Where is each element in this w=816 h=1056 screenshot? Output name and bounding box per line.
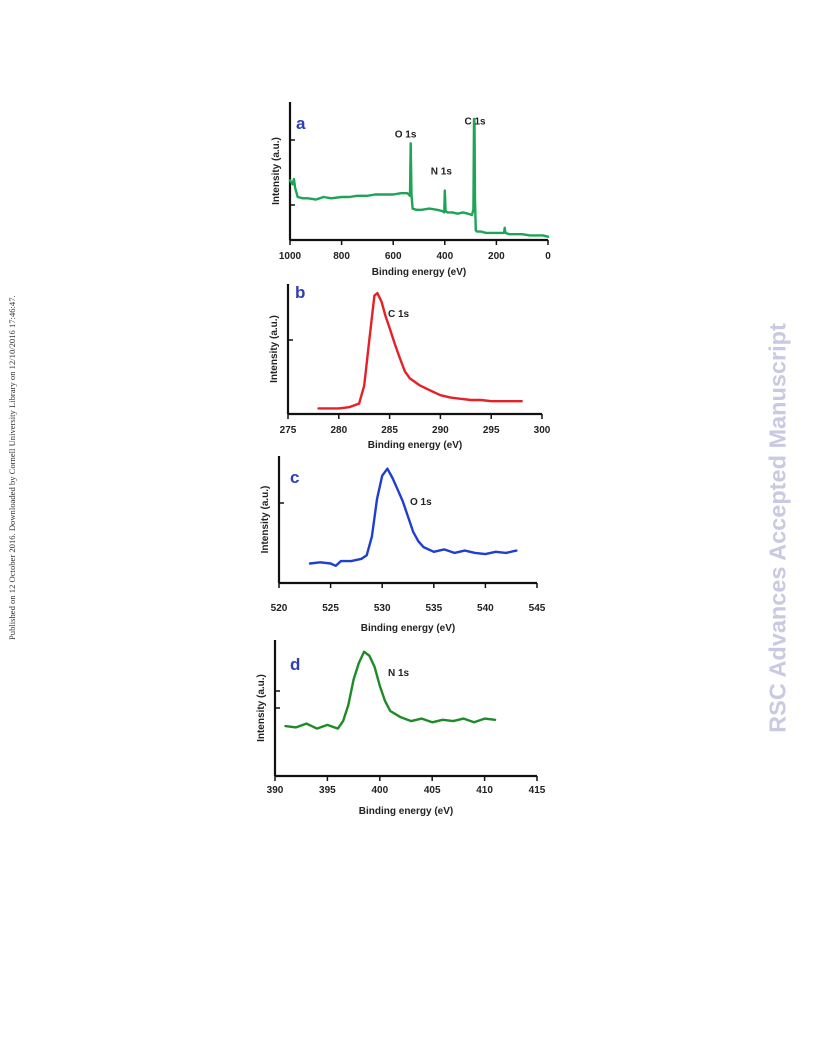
x-tick-label: 390: [267, 785, 284, 796]
x-tick-label: 410: [476, 785, 493, 796]
x-axis-title: Binding energy (eV): [359, 806, 453, 817]
x-tick-label: 405: [424, 785, 441, 796]
x-axis-title: Binding energy (eV): [361, 623, 455, 634]
x-tick-label: 800: [333, 251, 350, 262]
chart-panel-c: 520 525 530 535 540 545 Binding energy (eV) Int…: [260, 456, 546, 634]
x-tick-label: 400: [371, 785, 388, 796]
x-tick-label: 520: [271, 603, 288, 614]
x-tick-label: 285: [381, 425, 398, 436]
peak-annotation: C 1s: [464, 116, 486, 127]
x-axis-title: Binding energy (eV): [372, 267, 466, 278]
peak-label: C 1s: [388, 309, 410, 320]
panel-letter: a: [296, 114, 306, 133]
x-tick-label: 280: [330, 425, 347, 436]
chart-panel-b: 275 280 285 290 295 300 Binding energy (eV) Int…: [269, 283, 551, 451]
panel-letter: b: [295, 283, 305, 302]
x-tick-label: 290: [432, 425, 449, 436]
x-tick-label: 400: [436, 251, 453, 262]
chart-panel-d: 390 395 400 405 410 415 Binding energy (eV) Int…: [256, 640, 546, 817]
peak-label: N 1s: [388, 668, 410, 679]
x-tick-label: 300: [534, 425, 551, 436]
y-axis-title: Intensity (a.u.): [260, 486, 271, 554]
x-tick-label: 600: [385, 251, 402, 262]
peak-label: O 1s: [410, 497, 432, 508]
y-axis-title: Intensity (a.u.): [256, 674, 267, 742]
x-tick-label: 0: [545, 251, 551, 262]
x-tick-label: 535: [425, 603, 442, 614]
x-tick-label: 525: [322, 603, 339, 614]
x-tick-label: 395: [319, 785, 336, 796]
peak-annotation: N 1s: [431, 166, 453, 177]
chart-panel-a: 1000 800 600 400 200 0 Binding energy (eV) Inte…: [271, 102, 551, 278]
x-tick-label: 200: [488, 251, 505, 262]
spectrum-line: [308, 467, 518, 567]
spectrum-line: [288, 117, 550, 238]
panel-letter: d: [290, 655, 300, 674]
panel-letter: c: [290, 468, 299, 487]
y-axis-title: Intensity (a.u.): [269, 315, 280, 383]
x-tick-label: 295: [483, 425, 500, 436]
spectrum-line: [317, 292, 523, 410]
x-axis-title: Binding energy (eV): [368, 440, 462, 451]
x-tick-label: 1000: [279, 251, 302, 262]
x-tick-label: 530: [374, 603, 391, 614]
x-tick-label: 540: [477, 603, 494, 614]
spectrum-line: [284, 650, 497, 730]
x-tick-label: 415: [529, 785, 546, 796]
y-axis-title: Intensity (a.u.): [271, 137, 282, 205]
peak-annotation: O 1s: [395, 129, 417, 140]
x-tick-label: 545: [529, 603, 546, 614]
x-tick-label: 275: [280, 425, 297, 436]
